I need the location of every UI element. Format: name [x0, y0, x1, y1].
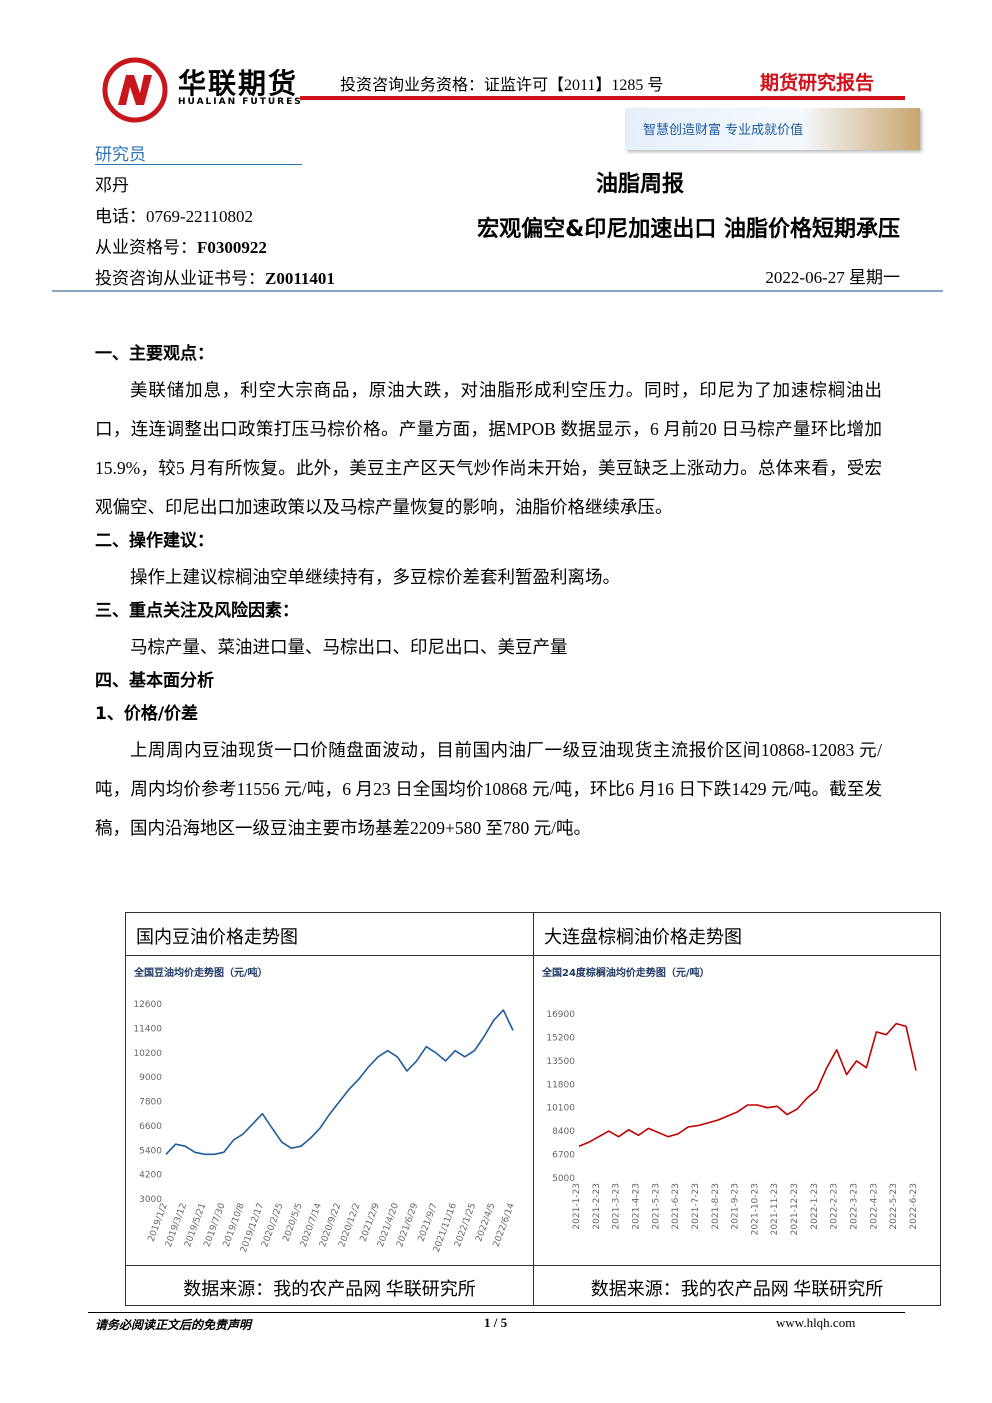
figure-cell: 全国24度棕榈油均价走势图（元/吨） 5000 6700 8400 10100 11800… — [533, 955, 941, 1266]
license-label: 从业资格号： — [95, 238, 197, 257]
paragraph: 马棕产量、菜油进口量、马棕出口、印尼出口、美豆产量 — [130, 637, 568, 657]
x-tick-label: 2021-7-23 — [691, 1183, 701, 1230]
y-tick-label: 6700 — [552, 1151, 575, 1161]
x-tick-label: 2021-1-23 — [572, 1183, 582, 1230]
section-heading: 1、价格/价差 — [95, 704, 199, 724]
company-name: 华联期货 — [178, 67, 299, 100]
x-tick-label: 2022-5-23 — [889, 1183, 899, 1230]
x-tick-label: 2022-6-23 — [909, 1183, 919, 1230]
x-tick-label: 2021-8-23 — [711, 1183, 721, 1230]
x-tick-label: 2021-11-23 — [770, 1183, 780, 1235]
site: www.hlqh.com — [776, 1315, 856, 1330]
y-tick-label: 13500 — [546, 1057, 575, 1067]
x-tick-label: 2021-9-23 — [731, 1183, 741, 1230]
report-category: 油脂周报 — [596, 172, 685, 197]
slogan: 智慧创造财富 专业成就价值 — [643, 123, 804, 138]
x-tick-label: 2022-1-23 — [810, 1183, 820, 1230]
slogan-banner: 智慧创造财富 专业成就价值 — [625, 108, 920, 150]
figure-source-cell: 数据来源：我的农产品网 华联研究所 — [533, 1265, 941, 1306]
y-tick-label: 15200 — [546, 1033, 575, 1043]
y-tick-label: 16900 — [546, 1010, 575, 1020]
researcher-phone: 电话：0769-22110802 — [95, 207, 254, 226]
y-tick-label: 7800 — [139, 1098, 162, 1108]
license: 从业资格号：F0300922 — [95, 233, 267, 258]
body: 一、主要观点： 美联储加息，利空大宗商品，原油大跌，对油脂形成利空压力。同时，印尼… — [95, 338, 882, 846]
line — [165, 1009, 514, 1156]
paragraph: 操作上建议棕榈油空单继续持有，多豆棕价差套利暂盈利离场。 — [130, 567, 620, 587]
section-heading: 三、重点关注及风险因素： — [95, 601, 299, 621]
x-tick-label: 2022-4-23 — [869, 1183, 879, 1230]
rule — [52, 290, 943, 292]
section-heading: 四、基本面分析 — [95, 671, 214, 691]
chart: 全国豆油均价走势图（元/吨） 3000 4200 5400 6600 7800 9000 10… — [133, 966, 517, 1254]
logo — [102, 57, 168, 123]
section-heading: 一、主要观点： — [95, 344, 214, 364]
footer-rule — [88, 1312, 905, 1313]
paragraph: 上周周内豆油现货一口价随盘面波动，目前国内油厂一级豆油现货主流报价区间10868… — [95, 740, 882, 838]
cert: 投资咨询从业证书号：Z0011401 — [95, 264, 335, 289]
x-tick-label: 2021-6-23 — [671, 1183, 681, 1230]
x-tick-label: 2021-2-23 — [592, 1183, 602, 1230]
line — [578, 1022, 917, 1148]
researcher-heading: 研究员 — [95, 145, 146, 165]
figure-caption: 大连盘棕榈油价格走势图 — [544, 927, 742, 947]
chart-title: 全国24度棕榈油均价走势图（元/吨） — [541, 966, 710, 979]
y-tick-label: 10100 — [546, 1104, 575, 1114]
x-tick-label: 2021-5-23 — [651, 1183, 661, 1230]
figure-caption-cell: 国内豆油价格走势图 — [125, 912, 534, 956]
y-tick-label: 5000 — [552, 1174, 575, 1184]
report-headline: 宏观偏空&印尼加速出口 油脂价格短期承压 — [477, 217, 900, 242]
researcher-name: 邓丹 — [95, 176, 129, 195]
x-tick-label: 2022-2-23 — [830, 1183, 840, 1230]
page-number: 1 / 5 — [484, 1315, 508, 1330]
y-tick-label: 12600 — [133, 1000, 162, 1010]
y-tick-label: 8400 — [552, 1127, 575, 1137]
y-tick-label: 11400 — [133, 1024, 162, 1034]
header-rule — [300, 96, 905, 100]
figure-source-cell: 数据来源：我的农产品网 华联研究所 — [125, 1265, 534, 1306]
x-tick-label: 2021-12-23 — [790, 1183, 800, 1235]
x-tick-label: 2022-3-23 — [850, 1183, 860, 1230]
figure-cell: 全国豆油均价走势图（元/吨） 3000 4200 5400 6600 7800 9000 10… — [125, 955, 534, 1266]
figure-source: 数据来源：我的农产品网 华联研究所 — [590, 1279, 884, 1299]
y-tick-label: 6600 — [139, 1122, 162, 1132]
chart: 全国24度棕榈油均价走势图（元/吨） 5000 6700 8400 10100 11800… — [541, 966, 919, 1235]
cert-number: Z0011401 — [265, 269, 335, 288]
y-tick-label: 10200 — [133, 1049, 162, 1059]
figure-source: 数据来源：我的农产品网 华联研究所 — [183, 1279, 476, 1299]
y-tick-label: 3000 — [139, 1195, 162, 1205]
figure-caption-cell: 大连盘棕榈油价格走势图 — [533, 912, 941, 956]
x-tick-label: 2021-4-23 — [631, 1183, 641, 1230]
cert-label: 投资咨询从业证书号： — [95, 269, 265, 288]
y-tick-label: 11800 — [546, 1080, 575, 1090]
report-type: 期货研究报告 — [760, 72, 875, 94]
figure-caption: 国内豆油价格走势图 — [136, 927, 298, 947]
paragraph: 美联储加息，利空大宗商品，原油大跌，对油脂形成利空压力。同时，印尼为了加速棕榈油… — [95, 380, 882, 517]
company-name-en: HUALIAN FUTURES — [178, 97, 303, 107]
rule — [95, 164, 302, 165]
chart-title: 全国豆油均价走势图（元/吨） — [133, 966, 268, 979]
y-tick-label: 5400 — [139, 1146, 162, 1156]
qualification: 投资咨询业务资格：证监许可【2011】1285 号 — [340, 77, 664, 94]
y-tick-label: 4200 — [139, 1171, 162, 1181]
license-number: F0300922 — [197, 238, 267, 257]
y-tick-label: 9000 — [139, 1073, 162, 1083]
section-heading: 二、操作建议： — [95, 531, 214, 551]
report-date: 2022-06-27 星期一 — [765, 268, 900, 287]
disclaimer: 请务必阅读正文后的免责声明 — [95, 1318, 252, 1332]
x-tick-label: 2021-10-23 — [750, 1183, 760, 1235]
x-tick-label: 2021-3-23 — [612, 1183, 622, 1230]
